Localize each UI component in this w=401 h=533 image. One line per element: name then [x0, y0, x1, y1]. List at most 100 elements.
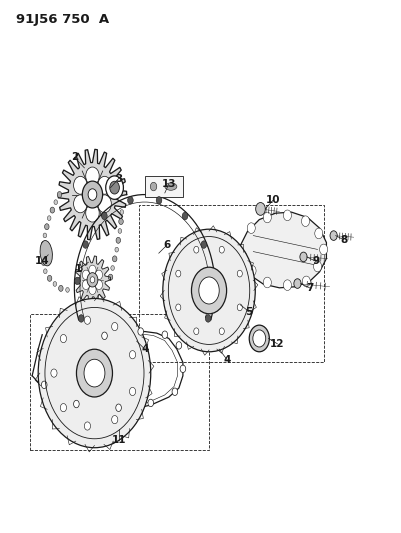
- Circle shape: [95, 280, 102, 289]
- Circle shape: [209, 277, 214, 285]
- Circle shape: [43, 269, 47, 273]
- Circle shape: [73, 195, 87, 213]
- Text: 1: 1: [75, 264, 82, 274]
- Circle shape: [38, 298, 150, 448]
- Ellipse shape: [164, 183, 176, 190]
- Text: 3: 3: [115, 174, 122, 183]
- Polygon shape: [239, 212, 326, 288]
- Circle shape: [84, 422, 90, 430]
- Circle shape: [89, 265, 96, 274]
- Circle shape: [191, 267, 226, 314]
- Circle shape: [85, 167, 99, 185]
- Circle shape: [237, 304, 242, 311]
- FancyBboxPatch shape: [144, 176, 182, 197]
- Text: 14: 14: [35, 256, 49, 266]
- Circle shape: [180, 365, 185, 373]
- Circle shape: [75, 277, 80, 285]
- Circle shape: [41, 260, 46, 265]
- Circle shape: [247, 265, 255, 276]
- Circle shape: [148, 399, 153, 407]
- Circle shape: [47, 276, 52, 281]
- Circle shape: [198, 277, 219, 304]
- Ellipse shape: [40, 240, 52, 266]
- Circle shape: [162, 331, 167, 338]
- Circle shape: [73, 400, 79, 408]
- Text: 9: 9: [311, 256, 318, 266]
- Circle shape: [138, 328, 143, 335]
- Text: 10: 10: [265, 195, 280, 205]
- Circle shape: [45, 224, 49, 230]
- Circle shape: [175, 304, 180, 311]
- Circle shape: [319, 244, 327, 255]
- Circle shape: [51, 369, 57, 377]
- Circle shape: [219, 246, 224, 253]
- Circle shape: [60, 403, 66, 411]
- Circle shape: [182, 212, 187, 220]
- Circle shape: [111, 265, 114, 270]
- Text: 7: 7: [305, 283, 312, 293]
- Circle shape: [263, 212, 271, 223]
- Circle shape: [65, 287, 69, 292]
- Circle shape: [150, 182, 156, 191]
- Circle shape: [255, 203, 265, 215]
- Polygon shape: [74, 256, 110, 304]
- Circle shape: [252, 330, 265, 347]
- Circle shape: [263, 277, 271, 288]
- Polygon shape: [58, 149, 126, 240]
- Circle shape: [302, 276, 310, 287]
- Circle shape: [116, 237, 120, 243]
- Circle shape: [118, 229, 122, 233]
- Circle shape: [57, 191, 62, 198]
- Circle shape: [82, 181, 102, 208]
- Circle shape: [118, 219, 123, 224]
- Text: 5: 5: [245, 307, 252, 317]
- Circle shape: [200, 241, 206, 248]
- Circle shape: [76, 349, 112, 397]
- Bar: [30, 314, 209, 450]
- Circle shape: [193, 328, 198, 335]
- Text: 11: 11: [111, 435, 126, 445]
- Circle shape: [82, 270, 89, 280]
- Text: 12: 12: [269, 339, 284, 349]
- Circle shape: [156, 197, 162, 204]
- Circle shape: [83, 241, 88, 248]
- Circle shape: [283, 280, 291, 290]
- Circle shape: [109, 181, 119, 194]
- Circle shape: [193, 246, 198, 253]
- Circle shape: [78, 314, 84, 322]
- Circle shape: [41, 381, 47, 389]
- Circle shape: [249, 325, 269, 352]
- Circle shape: [313, 261, 321, 272]
- Text: 4: 4: [223, 355, 230, 365]
- Circle shape: [105, 176, 123, 199]
- Text: 2: 2: [71, 152, 78, 162]
- Circle shape: [301, 216, 309, 227]
- Circle shape: [53, 281, 57, 286]
- Circle shape: [95, 270, 102, 280]
- Circle shape: [127, 197, 133, 204]
- Circle shape: [283, 210, 291, 221]
- Circle shape: [247, 223, 255, 233]
- Circle shape: [237, 270, 242, 277]
- Circle shape: [120, 209, 123, 214]
- Circle shape: [59, 285, 63, 292]
- Circle shape: [172, 388, 177, 395]
- Text: 91J56 750  A: 91J56 750 A: [16, 13, 109, 26]
- Text: 6: 6: [163, 240, 170, 250]
- Circle shape: [293, 279, 300, 288]
- Circle shape: [112, 256, 117, 262]
- Circle shape: [205, 314, 211, 322]
- Circle shape: [87, 273, 97, 287]
- Circle shape: [82, 280, 89, 289]
- Circle shape: [219, 328, 224, 335]
- Circle shape: [129, 387, 135, 395]
- Circle shape: [41, 241, 46, 247]
- Circle shape: [101, 212, 107, 220]
- Bar: [138, 205, 323, 362]
- Circle shape: [89, 285, 96, 295]
- Circle shape: [73, 176, 87, 194]
- Circle shape: [314, 228, 322, 239]
- Circle shape: [129, 351, 135, 359]
- Circle shape: [238, 251, 246, 261]
- Circle shape: [299, 252, 306, 262]
